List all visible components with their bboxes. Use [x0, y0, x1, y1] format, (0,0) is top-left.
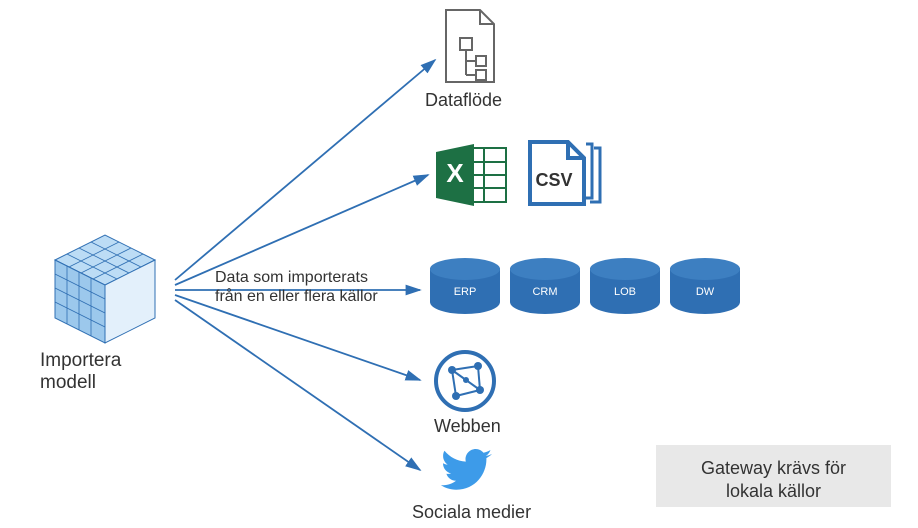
- web-label: Webben: [434, 416, 501, 437]
- db-label: DW: [670, 286, 740, 298]
- svg-text:CSV: CSV: [535, 170, 572, 190]
- db-dw: DW: [670, 258, 740, 318]
- source-label: Importera modell: [40, 350, 121, 394]
- db-label: LOB: [590, 286, 660, 298]
- db-erp: ERP: [430, 258, 500, 318]
- csv-icon: CSV: [524, 138, 604, 210]
- import-model-diagram: Importera modell Data som importerats fr…: [0, 0, 918, 528]
- social-label: Sociala medier: [412, 502, 531, 523]
- db-label: CRM: [510, 286, 580, 298]
- db-crm: CRM: [510, 258, 580, 318]
- arrow-label: Data som importerats från en eller flera…: [215, 268, 378, 306]
- db-lob: LOB: [590, 258, 660, 318]
- svg-text:X: X: [446, 158, 464, 188]
- web-icon: [432, 348, 498, 414]
- cube-icon: [40, 225, 170, 345]
- twitter-icon: [432, 446, 498, 500]
- gateway-note: Gateway krävs för lokala källor: [656, 445, 891, 507]
- excel-icon: X: [432, 140, 510, 210]
- dataflow-label: Dataflöde: [425, 90, 502, 111]
- dataflow-icon: [440, 8, 502, 86]
- db-label: ERP: [430, 286, 500, 298]
